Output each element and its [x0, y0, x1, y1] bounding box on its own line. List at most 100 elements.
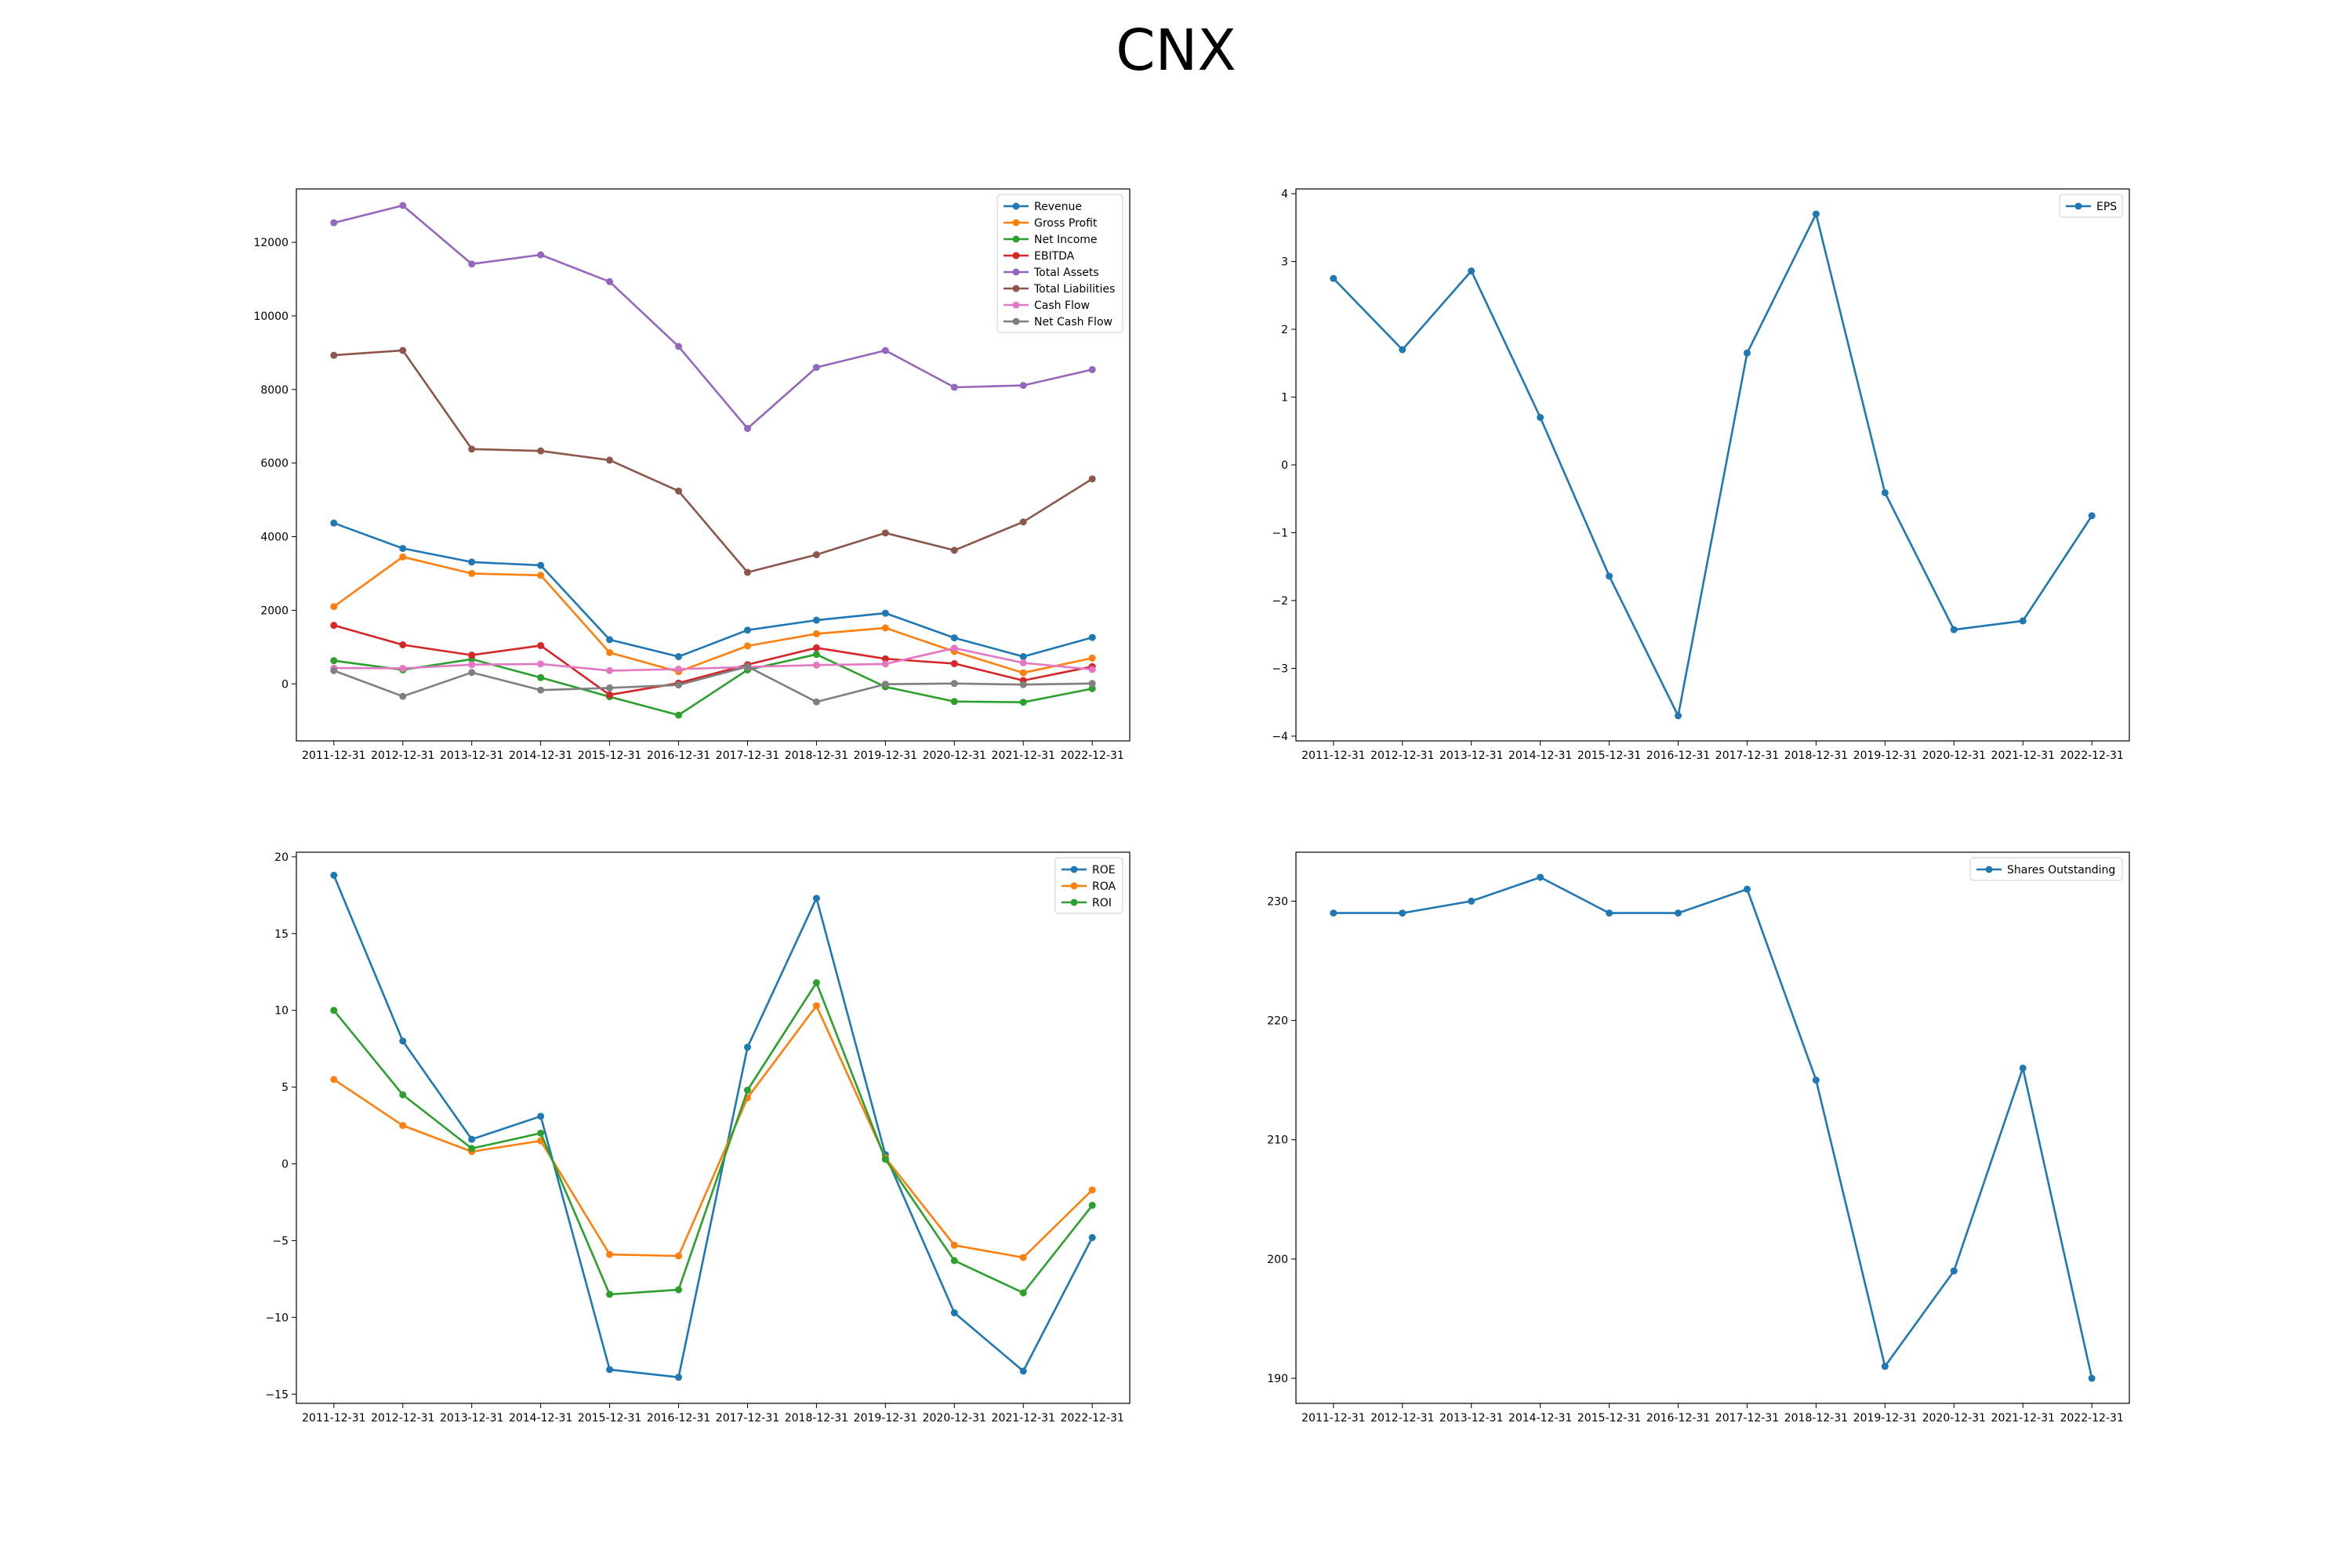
data-point-cash-flow	[1088, 666, 1096, 673]
x-tick-label: 2017-12-31	[1715, 750, 1779, 762]
data-point-shares-outstanding	[1537, 873, 1544, 881]
data-point-eps	[1812, 210, 1820, 218]
legend-label: Cash Flow	[1034, 299, 1090, 312]
data-point-eps	[1537, 413, 1544, 421]
data-point-shares-outstanding	[1743, 885, 1751, 893]
data-point-shares-outstanding	[1399, 909, 1406, 917]
legend-marker	[1070, 866, 1078, 873]
data-point-roa	[1088, 1186, 1096, 1194]
x-tick-label: 2020-12-31	[923, 1412, 986, 1425]
x-tick-label: 2022-12-31	[1060, 1412, 1123, 1425]
x-tick-label: 2015-12-31	[578, 1412, 641, 1425]
axes-frame	[296, 851, 1131, 1404]
x-tick-label: 2016-12-31	[1646, 750, 1710, 762]
data-point-gross-profit	[330, 603, 338, 611]
data-point-revenue	[1088, 633, 1096, 641]
x-tick-label: 2019-12-31	[1853, 1412, 1917, 1425]
data-point-gross-profit	[743, 642, 751, 650]
data-point-total-liabilities	[881, 529, 889, 537]
legend-marker	[1012, 235, 1020, 243]
data-point-ebitda	[330, 622, 338, 630]
series-line-total-liabilities	[333, 349, 1093, 574]
data-point-roe	[1019, 1367, 1027, 1375]
data-point-eps	[1468, 267, 1475, 275]
data-point-shares-outstanding	[1881, 1363, 1889, 1370]
data-point-roi	[330, 1007, 338, 1014]
x-tick-label: 2018-12-31	[785, 1412, 848, 1425]
data-point-total-liabilities	[537, 447, 545, 455]
data-point-roi	[537, 1129, 545, 1137]
x-tick-label: 2014-12-31	[509, 750, 572, 762]
data-point-roi	[950, 1257, 958, 1265]
data-point-roi	[812, 978, 820, 986]
series-line-shares-outstanding	[1333, 876, 2093, 1379]
y-tick-label: 4	[1281, 188, 1288, 201]
legend-marker	[1985, 866, 1993, 873]
legend-label: Gross Profit	[1034, 217, 1098, 230]
series-line-ebitda	[333, 624, 1093, 696]
data-point-net-income	[812, 651, 820, 659]
data-point-net-income	[537, 673, 545, 681]
x-tick-label: 2020-12-31	[923, 750, 986, 762]
data-point-ebitda	[606, 691, 614, 699]
data-point-net-income	[950, 698, 958, 706]
data-point-roe	[675, 1374, 683, 1381]
data-point-revenue	[330, 519, 338, 527]
data-point-total-assets	[399, 201, 407, 209]
data-point-total-assets	[1088, 365, 1096, 373]
data-point-total-liabilities	[1088, 475, 1096, 483]
legend-label: Shares Outstanding	[2007, 864, 2115, 877]
data-point-revenue	[675, 653, 683, 661]
y-tick-label: 0	[281, 678, 289, 691]
legend-marker	[1012, 202, 1020, 210]
legend-label: EPS	[2096, 201, 2117, 213]
data-point-total-liabilities	[330, 351, 338, 359]
x-tick-label: 2015-12-31	[578, 750, 641, 762]
data-point-ebitda	[950, 659, 958, 667]
data-point-cash-flow	[675, 665, 683, 673]
data-point-revenue	[1019, 653, 1027, 661]
data-point-revenue	[468, 558, 476, 566]
y-tick-label: 5	[281, 1082, 289, 1094]
data-point-roa	[675, 1252, 683, 1260]
y-tick-label: −1	[1272, 527, 1288, 539]
x-tick-label: 2013-12-31	[440, 1412, 503, 1425]
legend-marker	[1012, 252, 1020, 260]
y-tick-label: 4000	[260, 532, 289, 544]
x-tick-label: 2016-12-31	[647, 1412, 710, 1425]
x-tick-label: 2011-12-31	[1301, 1412, 1365, 1425]
data-point-gross-profit	[1019, 669, 1027, 677]
data-point-eps	[1399, 346, 1406, 354]
y-tick-label: 2000	[260, 604, 289, 617]
legend-label: EBITDA	[1034, 250, 1075, 263]
data-point-cash-flow	[606, 666, 614, 674]
data-point-total-assets	[675, 343, 683, 350]
data-point-total-liabilities	[743, 568, 751, 576]
legend: Revenue Gross Profit Net Income EBITDA Total…	[996, 194, 1123, 333]
x-tick-label: 2017-12-31	[716, 750, 779, 762]
chart-panel-2: 2011-12-31 2012-12-31 2013-12-31 2014-12-31…	[1272, 188, 2130, 762]
chart-panel-3: 2011-12-31 2012-12-31 2013-12-31 2014-12-31…	[265, 851, 1131, 1425]
x-tick-label: 2021-12-31	[992, 750, 1055, 762]
data-point-shares-outstanding	[1812, 1076, 1820, 1084]
data-point-roa	[812, 1002, 820, 1010]
x-tick-label: 2013-12-31	[440, 750, 503, 762]
legend-marker	[1012, 219, 1020, 227]
data-point-gross-profit	[399, 553, 407, 561]
y-tick-label: 190	[1267, 1373, 1288, 1385]
legend: EPS	[2059, 194, 2123, 218]
data-point-net-cash-flow	[537, 686, 545, 694]
legend-marker	[1070, 898, 1078, 906]
data-point-gross-profit	[881, 624, 889, 632]
legend-label: Net Cash Flow	[1034, 316, 1112, 328]
data-point-revenue	[950, 634, 958, 642]
x-tick-label: 2016-12-31	[1646, 1412, 1710, 1425]
data-point-shares-outstanding	[1675, 909, 1682, 917]
data-point-cash-flow	[399, 665, 407, 673]
data-point-total-assets	[330, 219, 338, 227]
data-point-gross-profit	[537, 572, 545, 579]
data-point-roe	[330, 871, 338, 879]
y-tick-label: 210	[1267, 1134, 1288, 1147]
data-point-roi	[1019, 1289, 1027, 1297]
x-tick-label: 2015-12-31	[1577, 750, 1641, 762]
